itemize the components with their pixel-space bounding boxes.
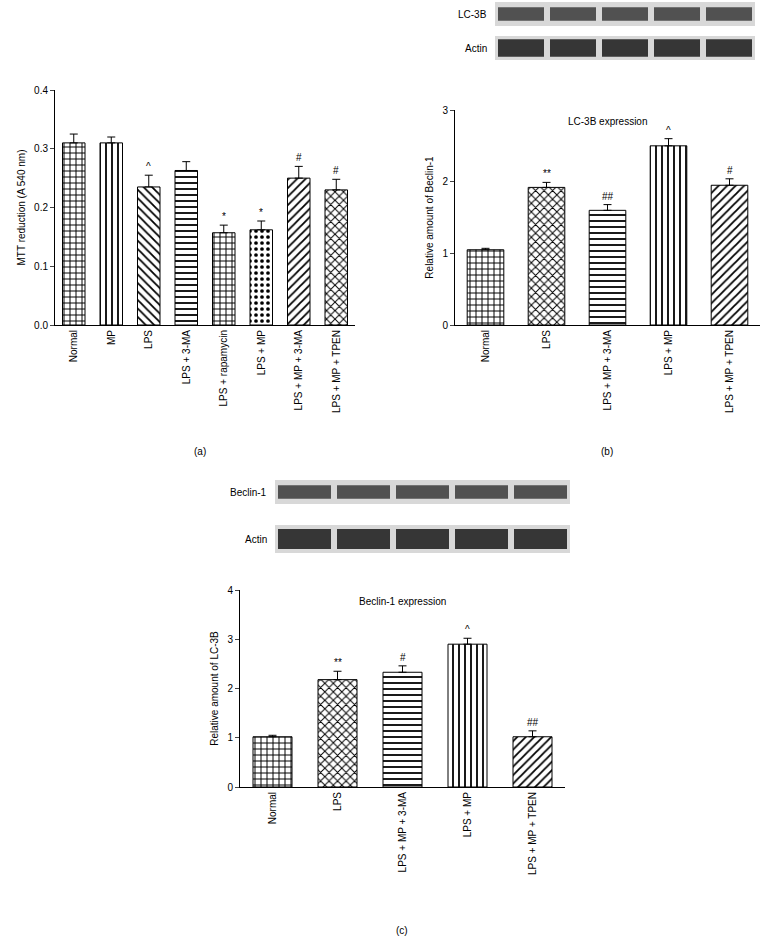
svg-text:MTT reduction (A 540 nm): MTT reduction (A 540 nm) xyxy=(16,150,27,266)
svg-text:##: ## xyxy=(527,717,539,728)
svg-text:Beclin-1 expression: Beclin-1 expression xyxy=(359,596,446,607)
svg-text:LPS: LPS xyxy=(143,330,154,349)
svg-text:#: # xyxy=(296,152,302,163)
svg-text:Relative amount of Beclin-1: Relative amount of Beclin-1 xyxy=(424,156,435,279)
svg-text:LPS + MP + TPEN: LPS + MP + TPEN xyxy=(724,330,735,413)
svg-text:LPS + MP + 3-MA: LPS + MP + 3-MA xyxy=(397,792,408,873)
svg-text:Relative amount of LC-3B: Relative amount of LC-3B xyxy=(209,631,220,746)
svg-text:(c): (c) xyxy=(396,925,408,936)
svg-text:0.3: 0.3 xyxy=(34,143,48,154)
svg-text:MP: MP xyxy=(106,330,117,345)
svg-text:3: 3 xyxy=(442,105,448,116)
svg-text:Actin: Actin xyxy=(245,534,267,545)
svg-text:^: ^ xyxy=(146,161,151,172)
svg-text:*: * xyxy=(259,207,263,218)
svg-text:Normal: Normal xyxy=(480,330,491,362)
svg-text:Normal: Normal xyxy=(68,330,79,362)
svg-text:0.0: 0.0 xyxy=(34,320,48,331)
svg-text:1: 1 xyxy=(227,732,233,743)
svg-text:LPS + MP + 3-MA: LPS + MP + 3-MA xyxy=(293,330,304,411)
svg-text:LPS + MP: LPS + MP xyxy=(256,330,267,376)
svg-text:LPS + MP + 3-MA: LPS + MP + 3-MA xyxy=(602,330,613,411)
svg-text:Actin: Actin xyxy=(465,43,487,54)
svg-text:LC-3B expression: LC-3B expression xyxy=(568,116,647,127)
svg-text:(b): (b) xyxy=(601,446,613,457)
svg-text:(a): (a) xyxy=(194,446,206,457)
svg-text:#: # xyxy=(400,652,406,663)
svg-text:4: 4 xyxy=(227,585,233,596)
svg-text:##: ## xyxy=(602,191,614,202)
svg-text:3: 3 xyxy=(227,634,233,645)
svg-text:LC-3B: LC-3B xyxy=(458,9,487,20)
svg-text:Beclin-1: Beclin-1 xyxy=(230,487,267,498)
svg-text:LPS + 3-MA: LPS + 3-MA xyxy=(181,330,192,385)
svg-text:#: # xyxy=(333,165,339,176)
svg-text:LPS: LPS xyxy=(541,330,552,349)
svg-text:LPS + MP + TPEN: LPS + MP + TPEN xyxy=(527,792,538,875)
svg-text:LPS: LPS xyxy=(332,792,343,811)
svg-text:0.4: 0.4 xyxy=(34,85,48,96)
svg-text:0: 0 xyxy=(442,320,448,331)
svg-text:0: 0 xyxy=(227,782,233,793)
svg-text:**: ** xyxy=(334,657,342,668)
svg-text:Normal: Normal xyxy=(267,792,278,824)
svg-text:LPS + MP + TPEN: LPS + MP + TPEN xyxy=(331,330,342,413)
svg-text:LPS + rapamycin: LPS + rapamycin xyxy=(218,330,229,406)
svg-text:^: ^ xyxy=(666,125,671,136)
svg-text:2: 2 xyxy=(442,176,448,187)
svg-text:#: # xyxy=(727,165,733,176)
svg-text:*: * xyxy=(222,211,226,222)
svg-text:LPS + MP: LPS + MP xyxy=(462,792,473,838)
svg-text:2: 2 xyxy=(227,683,233,694)
svg-text:1: 1 xyxy=(442,248,448,259)
svg-text:^: ^ xyxy=(465,624,470,635)
svg-text:0.2: 0.2 xyxy=(34,202,48,213)
svg-text:0.1: 0.1 xyxy=(34,261,48,272)
svg-text:LPS + MP: LPS + MP xyxy=(663,330,674,376)
svg-text:**: ** xyxy=(543,168,551,179)
